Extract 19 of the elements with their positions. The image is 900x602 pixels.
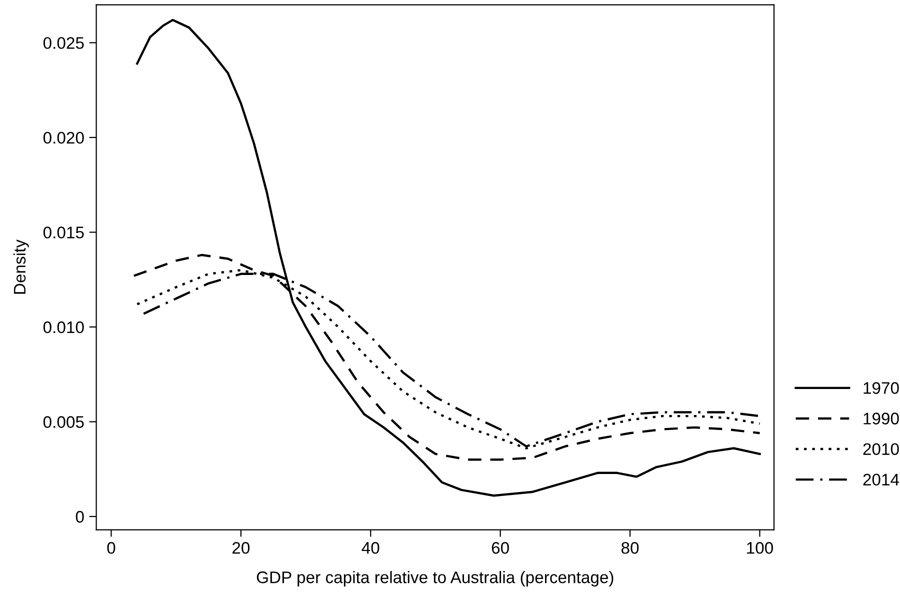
y-tick-label: 0.005 xyxy=(43,416,84,428)
x-tick-label: 40 xyxy=(362,542,380,554)
y-axis-title: Density xyxy=(13,240,29,294)
x-axis-title: GDP per capita relative to Australia (percentage) xyxy=(256,570,614,587)
legend-label: 1990 xyxy=(864,412,899,424)
x-tick-label: 0 xyxy=(107,542,116,554)
legend-label: 1970 xyxy=(864,382,899,394)
legend-label: 2014 xyxy=(863,474,900,486)
legend-label: 2010 xyxy=(863,443,899,456)
x-tick-label: 20 xyxy=(232,542,250,554)
y-tick-label: 0 xyxy=(76,510,84,523)
y-tick-label: 0.025 xyxy=(43,37,84,49)
line-series xyxy=(136,18,761,497)
y-tick-label: 0.020 xyxy=(43,132,84,144)
x-tick-label: 60 xyxy=(492,542,509,554)
y-tick-label: 0.015 xyxy=(43,226,84,238)
x-tick-label: 100 xyxy=(747,542,773,554)
y-tick-label: 0.010 xyxy=(43,321,84,334)
x-tick-label: 80 xyxy=(621,542,639,554)
